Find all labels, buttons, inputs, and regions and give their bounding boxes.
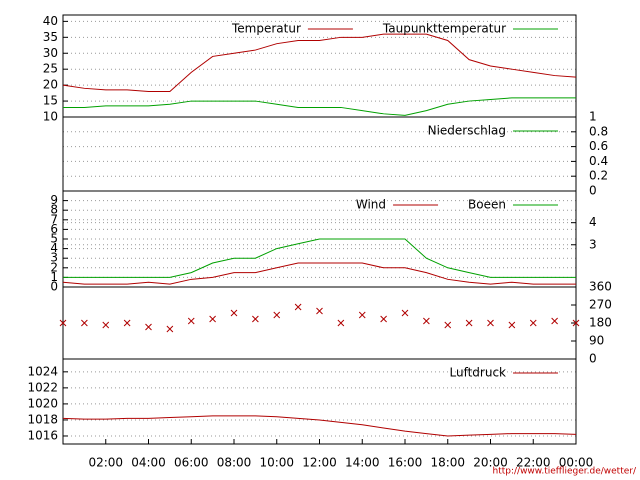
y-tick-label: 30 [43,46,58,60]
y-tick-label: 9 [50,193,58,207]
scatter-point [444,321,452,329]
x-tick-label: 08:00 [217,456,252,470]
scatter-point [551,317,558,325]
x-tick-label: 06:00 [174,456,209,470]
x-tick-label: 02:00 [88,456,123,470]
y-tick-label: 40 [43,14,58,28]
scatter-point [401,309,409,317]
x-tick-label: 14:00 [345,456,380,470]
y2-tick-label: 180 [589,316,612,330]
series-line [63,238,576,278]
y-tick-label: 4 [50,241,58,255]
y-tick-label: 5 [50,232,58,246]
x-tick-label: 16:00 [388,456,423,470]
y2-tick-label: 0.4 [589,154,608,168]
scatter-point [145,323,152,331]
scatter-point [508,321,516,329]
y2-tick-label: 90 [589,334,604,348]
scatter-point [59,319,67,327]
y-tick-label: 6 [50,222,58,236]
scatter-point [465,319,473,327]
y2-tick-label: 0.6 [589,139,608,153]
scatter-point [81,319,88,327]
x-tick-label: 20:00 [473,456,508,470]
y-tick-label: 1022 [27,380,58,394]
scatter-point [230,309,238,317]
scatter-point [316,307,323,315]
y-tick-label: 0 [50,280,58,294]
x-tick-label: 04:00 [131,456,166,470]
scatter-point [166,325,174,333]
series-line [62,262,576,285]
scatter-point [294,303,302,311]
scatter-point [273,311,281,319]
scatter-point [123,319,131,327]
series-line [62,415,577,437]
y2-tick-label: 0 [589,184,597,198]
y2-tick-label: 1 [589,110,597,124]
legend-label: Taupunkttemperatur [382,22,506,36]
x-tick-label: 12:00 [302,456,337,470]
legend-label: Niederschlag [428,124,506,138]
y-tick-label: 2 [50,260,58,274]
x-tick-label: 00:00 [559,456,594,470]
y-tick-label: 1020 [27,396,58,410]
y-tick-label: 3 [50,251,58,265]
y-tick-label: 20 [43,78,58,92]
y-tick-label: 1024 [27,364,58,378]
x-tick-label: 22:00 [516,456,551,470]
y-tick-label: 15 [43,94,58,108]
x-tick-label: 10:00 [259,456,294,470]
scatter-point [529,319,537,327]
scatter-point [209,315,216,323]
y-tick-label: 25 [43,62,58,76]
legend-label: Wind [356,198,386,212]
y-tick-label: 1018 [27,412,58,426]
y-tick-label: 1016 [27,428,58,442]
legend-label: Boeen [468,198,506,212]
scatter-point [380,315,387,323]
panel-frame [62,358,577,445]
series-line [63,97,576,116]
y2-tick-label: 0.2 [589,169,608,183]
y-tick-label: 1 [50,270,58,284]
y-tick-label: 7 [50,212,58,226]
scatter-point [487,319,494,327]
legend-label: Luftdruck [449,366,506,380]
y2-tick-label: 270 [589,298,612,312]
y2-tick-label: 360 [589,280,612,294]
x-tick-label: 18:00 [430,456,465,470]
scatter-point [572,319,580,327]
y2-tick-label: 4 [589,215,597,229]
series-line [62,33,577,92]
y2-tick-label: 0.8 [589,124,608,138]
footer-link: http://www.tiefflieger.de/wetter/ [493,467,637,477]
scatter-point [187,317,195,325]
y2-tick-label: 3 [589,237,597,251]
scatter-point [423,317,430,325]
scatter-point [358,311,366,319]
legend-label: Temperatur [231,22,301,36]
scatter-point [102,321,110,329]
y-tick-label: 8 [50,203,58,217]
y-tick-label: 35 [43,30,58,44]
y-tick-label: 10 [43,110,58,124]
y2-tick-label: 0 [589,352,597,366]
scatter-point [337,319,345,327]
scatter-point [252,315,259,323]
